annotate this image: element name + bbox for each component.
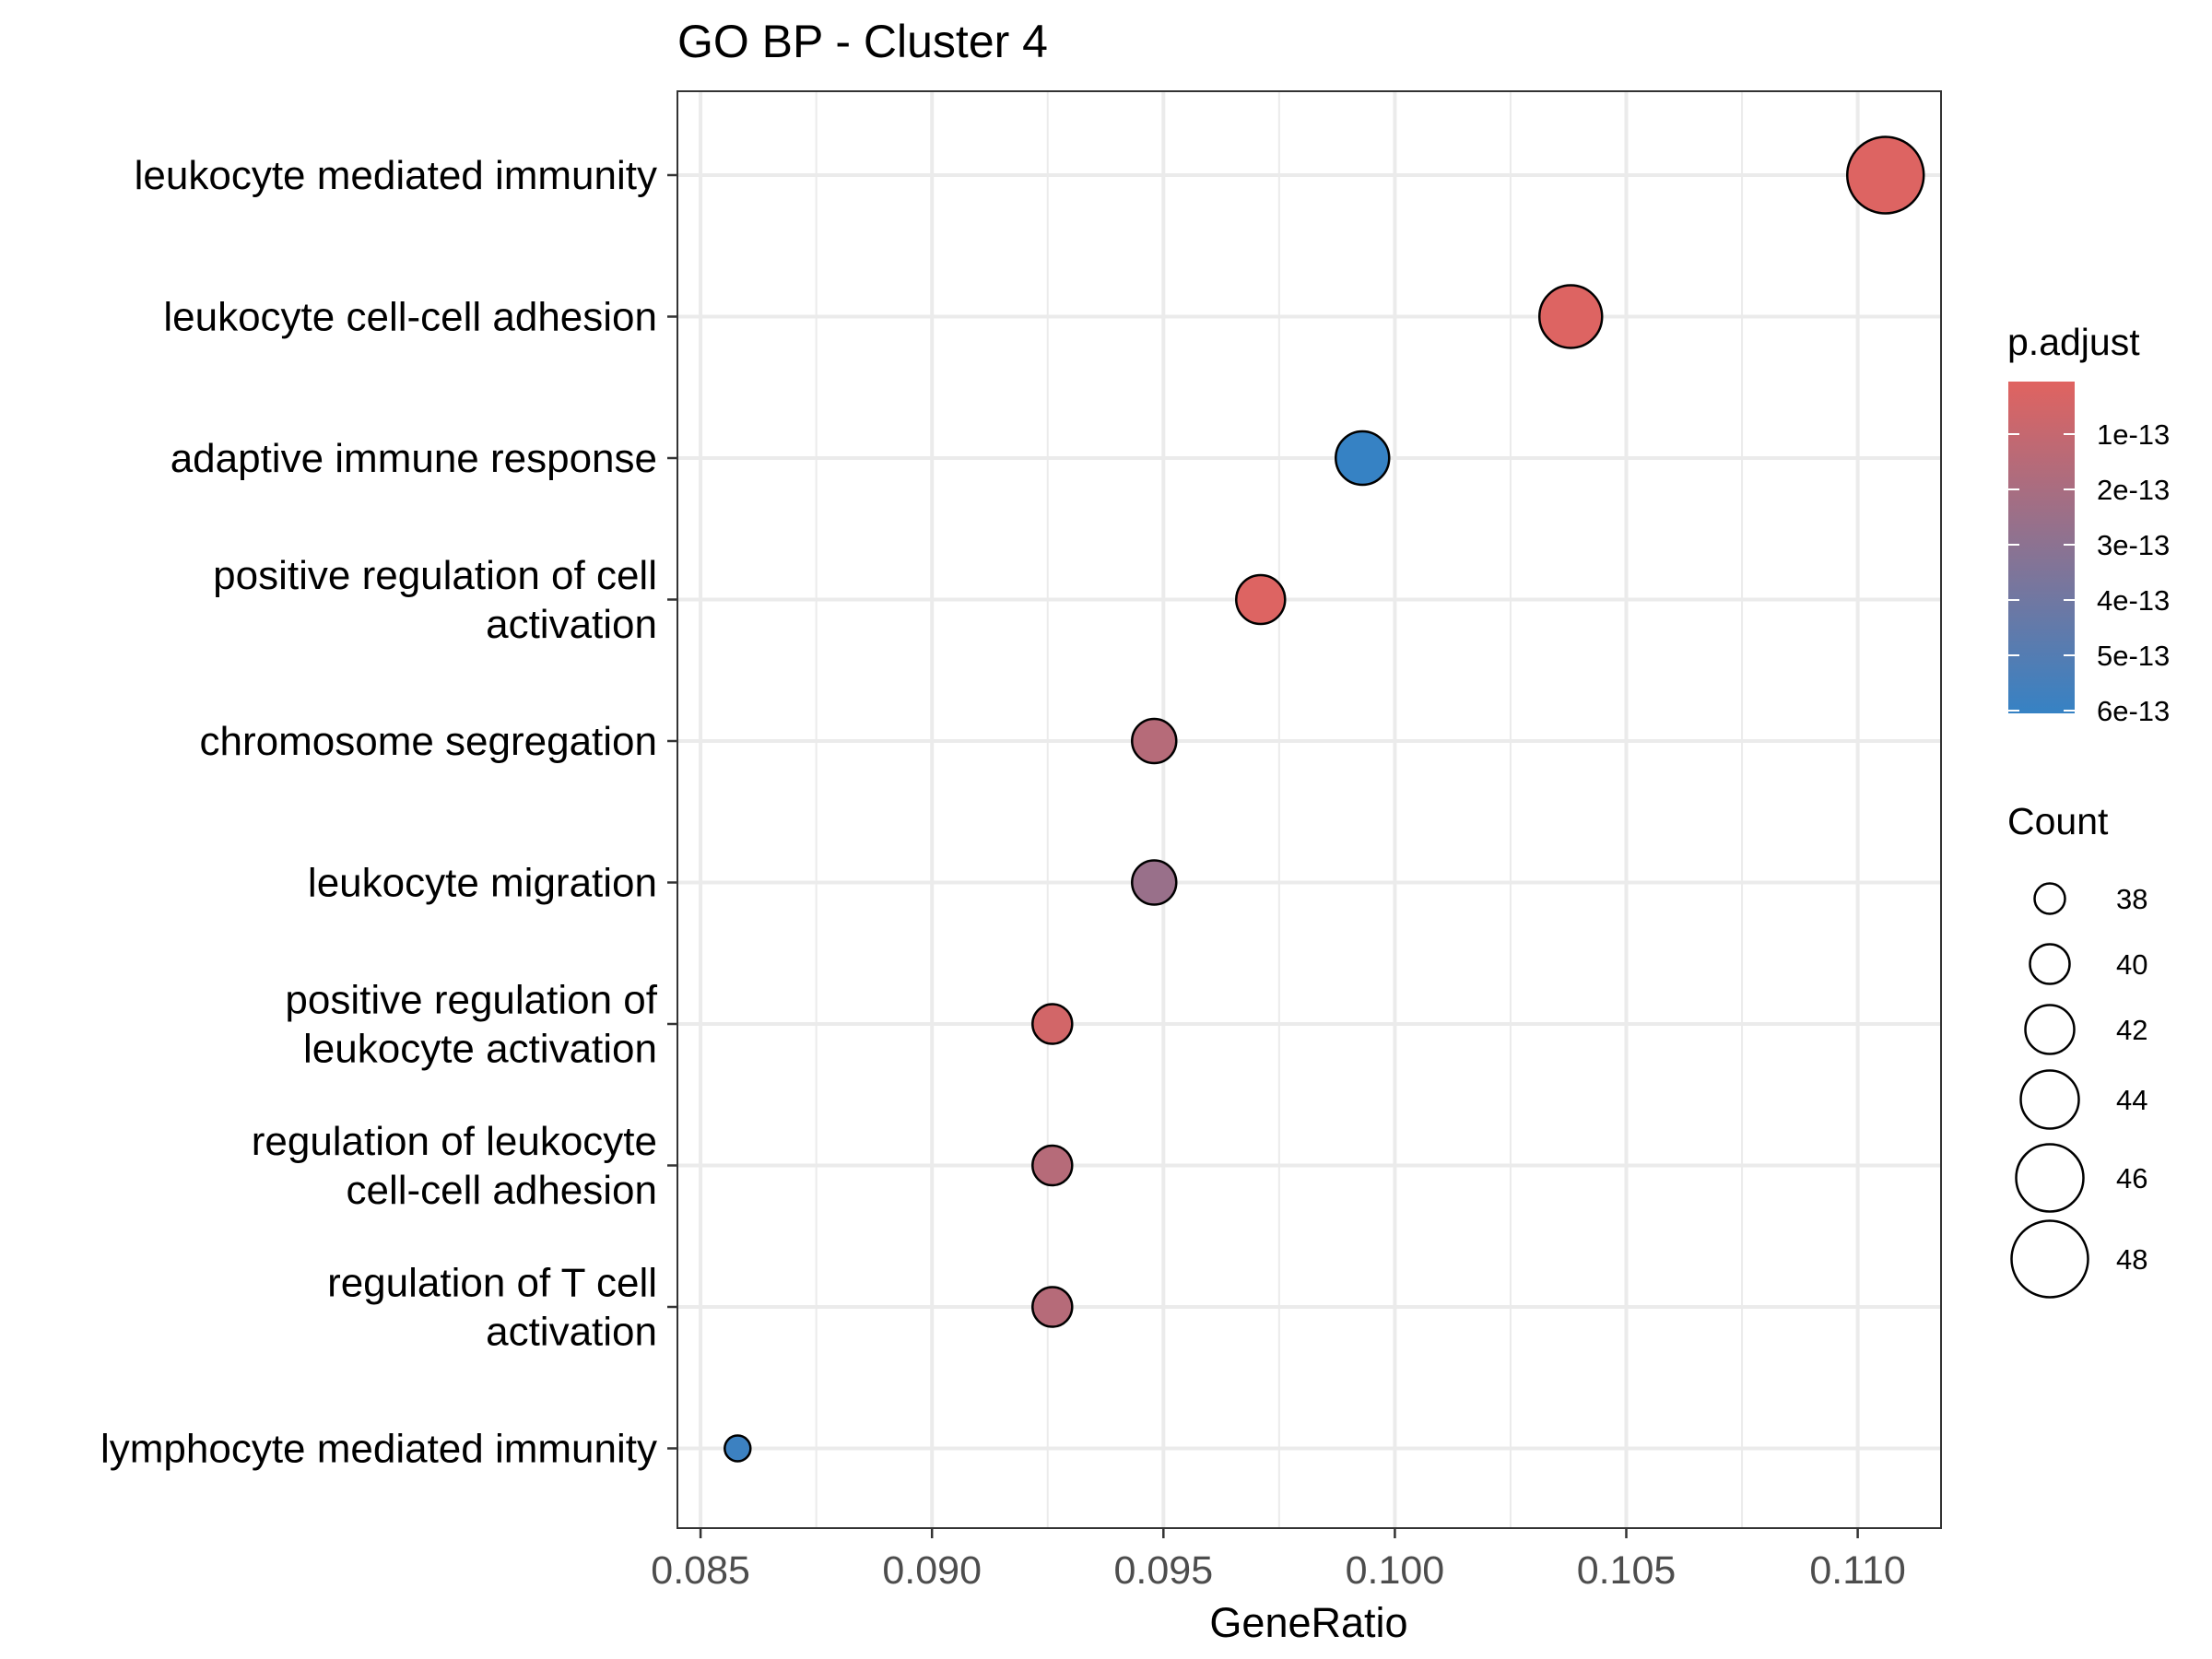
x-tick-label: 0.105 xyxy=(1577,1548,1677,1593)
y-tick-label: regulation of T cell activation xyxy=(327,1261,657,1355)
color-legend-label: 6e-13 xyxy=(2097,695,2170,727)
major-gridlines-y xyxy=(677,173,1941,1451)
y-tick-label-line: positive regulation of xyxy=(285,978,657,1023)
size-legend-label: 46 xyxy=(2116,1162,2147,1194)
color-legend-label: 5e-13 xyxy=(2097,640,2170,672)
size-legend-circle xyxy=(2033,882,2066,915)
data-point xyxy=(1845,135,1925,215)
x-tick-label: 0.085 xyxy=(651,1548,750,1593)
y-tick-label: leukocyte migration xyxy=(308,861,657,906)
y-tick-label: leukocyte mediated immunity xyxy=(135,153,657,198)
y-tick-label-line: leukocyte mediated immunity xyxy=(135,153,657,198)
data-point xyxy=(1131,859,1178,906)
y-tick-label: positive regulation of leukocyte activati… xyxy=(285,978,657,1072)
color-legend-label: 3e-13 xyxy=(2097,529,2170,561)
y-tick-label-line: activation xyxy=(486,602,657,647)
x-axis-ticks xyxy=(699,1528,1859,1538)
y-tick-label-line: positive regulation of cell xyxy=(213,553,657,598)
size-legend-title: Count xyxy=(2007,800,2109,842)
color-legend-label: 4e-13 xyxy=(2097,584,2170,617)
data-point xyxy=(1537,284,1604,349)
data-points xyxy=(724,135,1925,1463)
data-point xyxy=(1031,1144,1074,1187)
data-point xyxy=(1131,717,1178,765)
y-tick-label: leukocyte cell-cell adhesion xyxy=(163,295,657,340)
color-legend-label: 1e-13 xyxy=(2097,418,2170,451)
data-point xyxy=(1031,1003,1074,1045)
x-tick-label: 0.095 xyxy=(1114,1548,1214,1593)
x-tick-label: 0.110 xyxy=(1809,1548,1905,1593)
y-tick-label-line: leukocyte migration xyxy=(308,861,657,906)
size-legend-circle xyxy=(2029,943,2071,985)
panel-background xyxy=(677,91,1941,1528)
data-point xyxy=(1235,573,1287,626)
data-point xyxy=(724,1434,752,1463)
y-axis-labels: leukocyte mediated immunity leukocyte cel… xyxy=(100,153,658,1472)
y-tick-label: regulation of leukocyte cell-cell adhesio… xyxy=(252,1119,657,1213)
x-tick-label: 0.090 xyxy=(882,1548,982,1593)
color-legend-label: 2e-13 xyxy=(2097,474,2170,506)
y-tick-label: lymphocyte mediated immunity xyxy=(100,1427,657,1472)
y-tick-label: adaptive immune response xyxy=(171,436,657,481)
chart-title: GO BP - Cluster 4 xyxy=(677,16,1048,67)
y-tick-label-line: chromosome segregation xyxy=(200,719,657,764)
y-tick-label: positive regulation of cell activation xyxy=(213,553,657,647)
y-tick-label: chromosome segregation xyxy=(200,719,657,764)
y-tick-label-line: leukocyte activation xyxy=(303,1027,657,1072)
major-gridlines-x xyxy=(699,91,1860,1528)
size-legend-keys: 38 40 42 44 46 48 xyxy=(2010,882,2147,1299)
y-tick-label-line: regulation of T cell xyxy=(327,1261,657,1306)
size-legend-label: 48 xyxy=(2116,1243,2147,1276)
size-legend-label: 38 xyxy=(2116,883,2147,915)
size-legend-circle xyxy=(2010,1219,2089,1299)
data-point xyxy=(1335,429,1391,487)
size-legend: Count 38 40 42 44 46 48 xyxy=(2007,800,2147,1299)
color-legend-bar xyxy=(2008,382,2075,713)
y-tick-label-line: adaptive immune response xyxy=(171,436,657,481)
y-tick-label-line: leukocyte cell-cell adhesion xyxy=(163,295,657,340)
x-axis-title: GeneRatio xyxy=(1209,1599,1407,1646)
size-legend-label: 40 xyxy=(2116,948,2147,981)
x-axis-labels: 0.085 0.090 0.095 0.100 0.105 0.110 xyxy=(651,1548,1906,1593)
size-legend-circle xyxy=(2015,1143,2085,1213)
size-legend-label: 42 xyxy=(2116,1014,2147,1046)
color-legend-title: p.adjust xyxy=(2007,321,2140,363)
y-tick-label-line: lymphocyte mediated immunity xyxy=(100,1427,657,1472)
color-legend-ticks: 1e-13 2e-13 3e-13 4e-13 5e-13 6e-13 xyxy=(2008,418,2170,727)
size-legend-circle xyxy=(2024,1004,2076,1055)
y-tick-label-line: activation xyxy=(486,1310,657,1355)
size-legend-label: 44 xyxy=(2116,1084,2147,1116)
y-tick-label-line: cell-cell adhesion xyxy=(346,1168,657,1213)
y-axis-ticks xyxy=(667,173,677,1450)
size-legend-circle xyxy=(2019,1069,2080,1130)
y-tick-label-line: regulation of leukocyte xyxy=(252,1119,657,1164)
color-legend: p.adjust 1e-13 2e-13 3e-13 4e-13 5e-13 6e-13 xyxy=(2007,321,2170,727)
x-tick-label: 0.100 xyxy=(1346,1548,1445,1593)
data-point xyxy=(1031,1286,1074,1328)
panel-border xyxy=(677,90,1942,1529)
